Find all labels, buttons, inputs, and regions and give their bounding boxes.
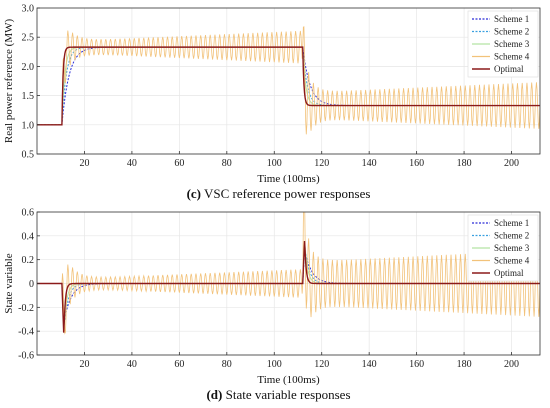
x-tick-label: 80 xyxy=(222,158,232,169)
legend-entry: Scheme 1 xyxy=(494,218,529,228)
caption-text: State variable responses xyxy=(222,387,350,402)
legend: Scheme 1 Scheme 2 Scheme 3 Scheme 4 Optimal xyxy=(467,214,539,282)
x-tick-label: 120 xyxy=(314,359,329,370)
x-tick-label: 100 xyxy=(267,158,282,169)
legend-entry: Scheme 4 xyxy=(494,256,530,266)
x-tick-label: 60 xyxy=(174,359,184,370)
legend-entry: Optimal xyxy=(494,268,524,278)
legend-entry: Scheme 3 xyxy=(494,243,530,253)
y-axis-label: Real power reference (MW) xyxy=(3,19,15,144)
series-line-scheme-2 xyxy=(37,46,540,126)
x-tick-label: 200 xyxy=(504,158,519,169)
legend-entry: Scheme 4 xyxy=(494,52,530,62)
y-tick-label: -0.6 xyxy=(18,351,34,362)
x-tick-label: 20 xyxy=(79,359,89,370)
series-line-optimal xyxy=(37,241,540,333)
x-axis-label: Time (100ms) xyxy=(257,173,320,185)
y-tick-label: 0.6 xyxy=(22,208,35,219)
x-tick-label: 180 xyxy=(457,359,472,370)
legend: Scheme 1 Scheme 2 Scheme 3 Scheme 4 Optimal xyxy=(467,10,539,78)
x-tick-label: 180 xyxy=(457,158,472,169)
y-tick-label: 0.4 xyxy=(22,231,35,242)
y-tick-label: 1.0 xyxy=(22,120,35,131)
legend-entry: Optimal xyxy=(494,64,524,74)
x-tick-label: 120 xyxy=(314,158,329,169)
y-tick-label: 2.0 xyxy=(22,62,35,73)
series-line-scheme-4 xyxy=(37,212,540,335)
y-tick-label: 0.2 xyxy=(22,255,35,266)
y-tick-label: -0.4 xyxy=(18,327,34,338)
chart-caption: (c) VSC reference power responses xyxy=(187,186,371,201)
caption-label: (d) xyxy=(206,387,222,402)
x-tick-label: 40 xyxy=(127,158,137,169)
x-tick-label: 140 xyxy=(362,158,377,169)
x-tick-label: 40 xyxy=(127,359,137,370)
series-line-scheme-1 xyxy=(37,46,540,126)
series-line-optimal xyxy=(37,46,540,126)
series-line-scheme-3 xyxy=(37,46,540,126)
series-group xyxy=(37,212,540,335)
legend-entry: Scheme 3 xyxy=(494,39,530,49)
y-tick-label: 2.5 xyxy=(22,33,35,44)
chart-vsc-power: 20 40 60 80 100 120 140 160 180 200 0.5 1.0 1.5 2.0 2.… xyxy=(3,4,541,201)
x-tick-label: 200 xyxy=(504,359,519,370)
x-axis-label: Time (100ms) xyxy=(257,374,320,386)
series-group xyxy=(37,26,540,135)
caption-text: VSC reference power responses xyxy=(201,186,370,201)
x-tick-label: 20 xyxy=(79,158,89,169)
y-tick-label: 3.0 xyxy=(22,4,35,15)
x-tick-label: 140 xyxy=(362,359,377,370)
legend-entry: Scheme 2 xyxy=(494,231,529,241)
x-tick-label: 80 xyxy=(222,359,232,370)
x-tick-label: 160 xyxy=(409,158,424,169)
chart-state-variable: 20 40 60 80 100 120 140 160 180 200 -0.6 -0.4 -0.2 0 0… xyxy=(3,208,541,402)
x-tick-label: 160 xyxy=(409,359,424,370)
legend-entry: Scheme 2 xyxy=(494,27,529,37)
x-tick-label: 100 xyxy=(267,359,282,370)
x-tick-label: 60 xyxy=(174,158,184,169)
series-line-scheme-4 xyxy=(37,26,540,135)
legend-entry: Scheme 1 xyxy=(494,14,529,24)
y-axis-label: State variable xyxy=(3,253,15,313)
y-tick-label: 0.5 xyxy=(22,150,35,161)
plot-frame xyxy=(36,7,541,155)
y-tick-label: -0.2 xyxy=(18,303,34,314)
y-tick-label: 0 xyxy=(29,279,34,290)
chart-caption: (d) State variable responses xyxy=(206,387,350,402)
series-line-scheme-3 xyxy=(37,243,540,329)
y-tick-label: 1.5 xyxy=(22,91,35,102)
caption-label: (c) xyxy=(187,186,201,201)
